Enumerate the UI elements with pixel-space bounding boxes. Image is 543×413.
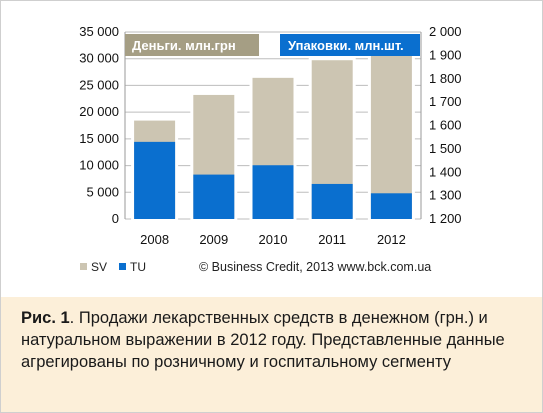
x-tick-label: 2008 <box>140 232 169 247</box>
left-axis-ticks: 0 5 000 10 000 15 000 20 000 25 000 30 000 35 0… <box>79 24 119 226</box>
caption-lead: Рис. 1 <box>21 309 70 327</box>
right-tick-label: 1 500 <box>429 141 462 156</box>
right-tick-label: 1 900 <box>429 47 462 62</box>
right-tick-label: 1 700 <box>429 94 462 109</box>
bar-sv-2012 <box>367 46 415 221</box>
left-tick-label: 35 000 <box>79 24 119 39</box>
left-tick-label: 0 <box>112 211 119 226</box>
right-axis-ticks: 1 200 1 300 1 400 1 500 1 600 1 700 1 800 1 900… <box>429 24 462 226</box>
right-tick-label: 1 600 <box>429 118 462 133</box>
legend-tu-label: TU <box>130 260 146 274</box>
legend-tu-swatch <box>119 263 126 270</box>
right-tick-label: 1 300 <box>429 188 462 203</box>
right-tick-label: 1 200 <box>429 211 462 226</box>
x-tick-label: 2011 <box>318 232 346 247</box>
x-tick-label: 2009 <box>199 232 228 247</box>
left-tick-label: 10 000 <box>79 158 119 173</box>
legend-sv-swatch <box>80 263 87 270</box>
bar-tu-2009 <box>193 174 235 219</box>
x-tick-label: 2012 <box>377 232 406 247</box>
right-tick-label: 2 000 <box>429 24 462 39</box>
right-axis-label-box <box>280 34 420 56</box>
bar-tu-2008 <box>134 141 176 219</box>
left-axis-label: Деньги. млн.грн <box>132 38 236 53</box>
bar-tu-2011 <box>311 183 353 219</box>
chart-area: 0 5 000 10 000 15 000 20 000 25 000 30 000 35 0… <box>1 1 542 297</box>
right-axis-label: Упаковки. млн.шт. <box>288 38 404 53</box>
bar-tu-2010 <box>252 165 294 219</box>
x-tick-label: 2010 <box>259 232 288 247</box>
left-axis-label-box <box>125 34 259 56</box>
tu-bars <box>134 141 412 219</box>
caption-text: . Продажи лекарственных средств в денежн… <box>21 309 505 371</box>
figure-caption: Рис. 1. Продажи лекарственных средств в … <box>1 297 542 412</box>
right-tick-label: 1 400 <box>429 164 462 179</box>
legend-sv-label: SV <box>91 260 107 274</box>
left-tick-label: 25 000 <box>79 77 119 92</box>
bar-chart: 0 5 000 10 000 15 000 20 000 25 000 30 000 35 0… <box>79 24 462 274</box>
left-tick-label: 5 000 <box>86 184 119 199</box>
right-tick-label: 1 800 <box>429 71 462 86</box>
left-tick-label: 20 000 <box>79 104 119 119</box>
copyright-text: © Business Credit, 2013 www.bck.com.ua <box>199 260 431 274</box>
bar-tu-2012 <box>370 193 412 219</box>
left-tick-label: 30 000 <box>79 51 119 66</box>
left-tick-label: 15 000 <box>79 131 119 146</box>
x-axis-ticks: 2008 2009 2010 2011 2012 <box>140 232 406 247</box>
